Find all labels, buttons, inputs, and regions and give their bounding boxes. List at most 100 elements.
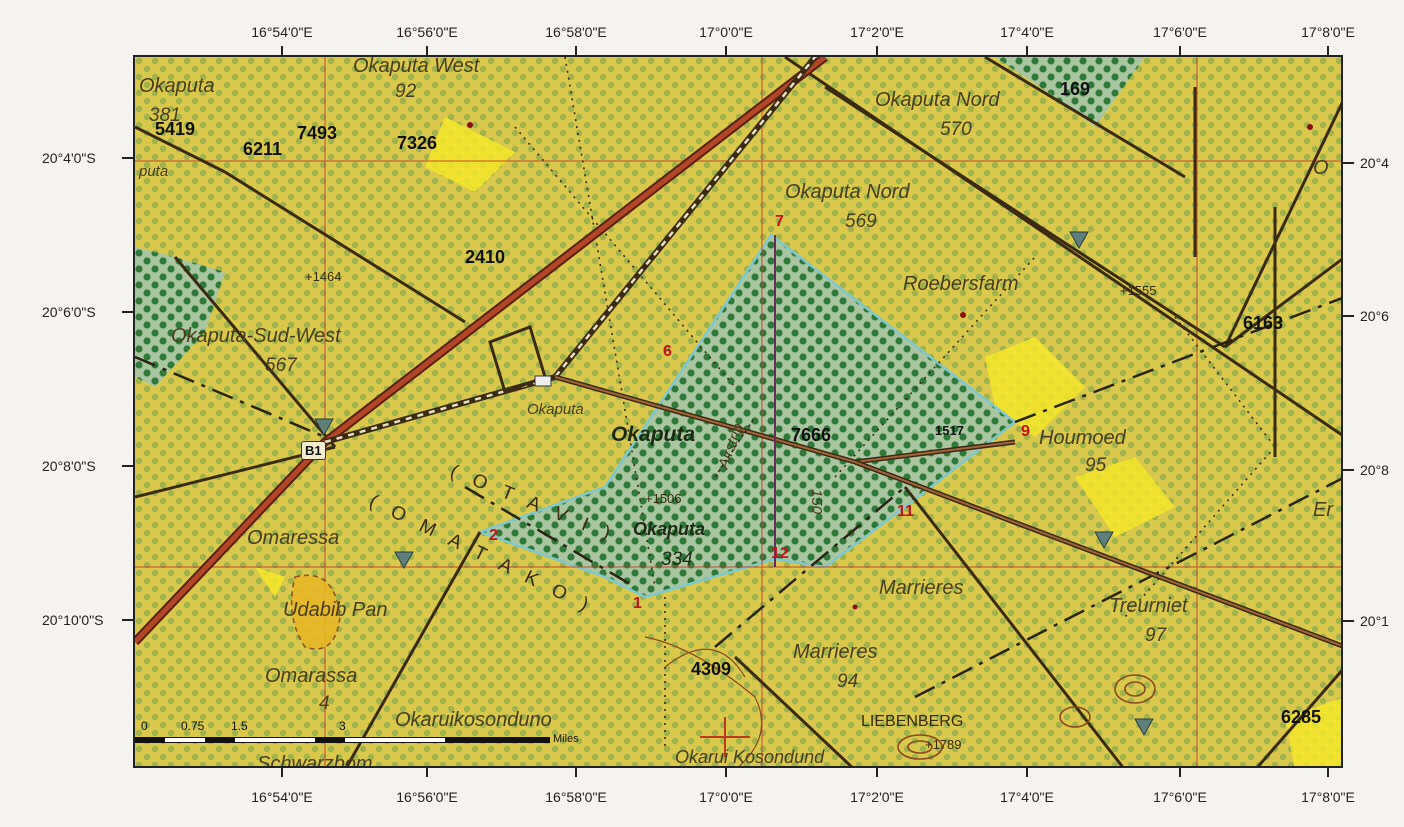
contour-lines <box>290 574 1156 766</box>
farm-label: Udabib Pan <box>283 599 388 621</box>
farm-label: Okaputa West <box>353 55 480 77</box>
farm-label: Treurniet <box>1109 595 1188 617</box>
farm-label: LIEBENBERG <box>861 713 964 730</box>
right-axis-label: 20°8 <box>1360 462 1389 478</box>
bottom-axis-label: 17°4'0"E <box>1000 789 1054 805</box>
farm-label: Okaputa-Sud-West <box>171 325 341 347</box>
left-axis-label: 20°6'0"S <box>42 304 96 320</box>
survey-point-label: 9 <box>1021 423 1030 440</box>
plot-number: 7326 <box>397 133 438 153</box>
tracks <box>514 57 1276 747</box>
farm-label: Okarui Kosondund <box>675 747 825 767</box>
secondary-road <box>554 374 1341 649</box>
elevation-label: +1555 <box>1120 283 1157 298</box>
right-axis-label: 20°1 <box>1360 613 1389 629</box>
water-point-markers <box>314 231 1154 737</box>
farm-label-partial: Er <box>1313 499 1333 521</box>
farm-label: Houmoed <box>1039 427 1126 449</box>
farm-label: Omarassa <box>265 665 358 687</box>
station-icon <box>534 375 552 387</box>
survey-point-label: 12 <box>771 545 789 562</box>
right-axis-label: 20°6 <box>1360 308 1389 324</box>
plot-number: 6163 <box>1243 313 1284 333</box>
farm-label: Roebersfarm <box>903 273 1019 295</box>
route-label: 150 <box>808 489 825 515</box>
airstrip-track <box>714 416 756 478</box>
bottom-axis-label: 16°54'0"E <box>251 789 313 805</box>
farm-boundaries <box>135 57 1341 766</box>
survey-point-label: 7 <box>775 213 784 230</box>
grid-lines <box>135 57 1341 766</box>
farm-label: Okaputa Nord <box>785 181 910 203</box>
top-axis-label: 16°58'0"E <box>545 24 607 40</box>
farm-number: 381 <box>149 105 181 126</box>
top-axis-label: 17°2'0"E <box>850 24 904 40</box>
left-axis-label: 20°8'0"S <box>42 458 96 474</box>
road-shield-b1: B1 <box>301 441 326 460</box>
right-axis-label: 20°4 <box>1360 155 1389 171</box>
bottom-axis-label: 17°2'0"E <box>850 789 904 805</box>
plot-number: 4309 <box>691 659 732 679</box>
plot-number: 6285 <box>1281 707 1322 727</box>
farm-number: 95 <box>1085 455 1107 476</box>
bottom-axis-label: 16°58'0"E <box>545 789 607 805</box>
protected-area-west <box>135 247 225 387</box>
left-axis-label: 20°4'0"S <box>42 150 96 166</box>
protected-area-ne <box>995 57 1145 127</box>
plot-number: 7493 <box>297 123 338 143</box>
bottom-axis-label: 16°56'0"E <box>396 789 458 805</box>
scale-bar-label: 0.75 <box>181 719 205 733</box>
farmstead-dots <box>467 122 1313 610</box>
scale-bar-label: 1.5 <box>231 719 248 733</box>
crosshair-marker <box>700 717 750 757</box>
survey-point-label: 6 <box>663 343 672 360</box>
survey-point-label: 2 <box>489 527 498 544</box>
top-axis-label: 17°4'0"E <box>1000 24 1054 40</box>
farm-label-partial: O <box>1313 157 1329 179</box>
top-axis-label: 17°0'0"E <box>699 24 753 40</box>
plot-number: 169 <box>1060 79 1091 99</box>
district-boundaries <box>135 297 1341 699</box>
scale-bar-label: 3 <box>339 719 346 733</box>
farm-label: Okaruikosonduno <box>395 709 552 731</box>
farm-label: Okaputa Nord <box>875 89 1000 111</box>
top-axis-label: 16°54'0"E <box>251 24 313 40</box>
farm-label: Marrieres <box>793 641 878 663</box>
survey-point-label: 11 <box>897 503 914 520</box>
farm-number: 570 <box>940 119 972 140</box>
farm-label: Schwarzbom <box>257 753 373 768</box>
elevation-label: 1517 <box>935 423 964 438</box>
top-axis-label: 16°56'0"E <box>396 24 458 40</box>
village-label: Okaputa <box>527 401 584 418</box>
farm-number: 567 <box>265 355 297 376</box>
farm-number: 4 <box>319 693 330 714</box>
scale-bar-label: 0 <box>141 719 148 733</box>
top-axis-label: 17°6'0"E <box>1153 24 1207 40</box>
plot-number: 6211 <box>243 139 283 159</box>
farm-number: 97 <box>1145 625 1167 646</box>
elevation-label: +1506 <box>645 491 682 506</box>
bottom-axis-label: 17°8'0"E <box>1301 789 1355 805</box>
elevation-label: +1464 <box>305 269 342 284</box>
plot-number: 2410 <box>465 247 506 267</box>
plot-number: 7666 <box>791 425 832 445</box>
survey-point-label: 1 <box>633 595 642 612</box>
farm-number: 334 <box>661 549 693 570</box>
elevation-label: +1789 <box>925 737 962 752</box>
farm-number: 569 <box>845 211 877 232</box>
scale-bar <box>135 737 550 743</box>
scale-bar-unit: Miles <box>553 733 579 745</box>
map-canvas[interactable]: Okaputa 381 5419 6211 7493 7326 puta Oka… <box>133 55 1343 768</box>
farm-label: Omaressa <box>247 527 340 549</box>
farm-label: Marrieres <box>879 577 964 599</box>
plot-number: 5419 <box>155 119 196 139</box>
bottom-axis-label: 17°0'0"E <box>699 789 753 805</box>
bottom-axis-label: 17°6'0"E <box>1153 789 1207 805</box>
farm-number: 94 <box>837 671 859 692</box>
farm-label: Okaputa <box>633 519 706 539</box>
map-graphics <box>135 57 1341 766</box>
top-axis-label: 17°8'0"E <box>1301 24 1355 40</box>
farm-label: Okaputa <box>139 75 215 97</box>
left-axis-label: 20°10'0"S <box>42 612 104 628</box>
